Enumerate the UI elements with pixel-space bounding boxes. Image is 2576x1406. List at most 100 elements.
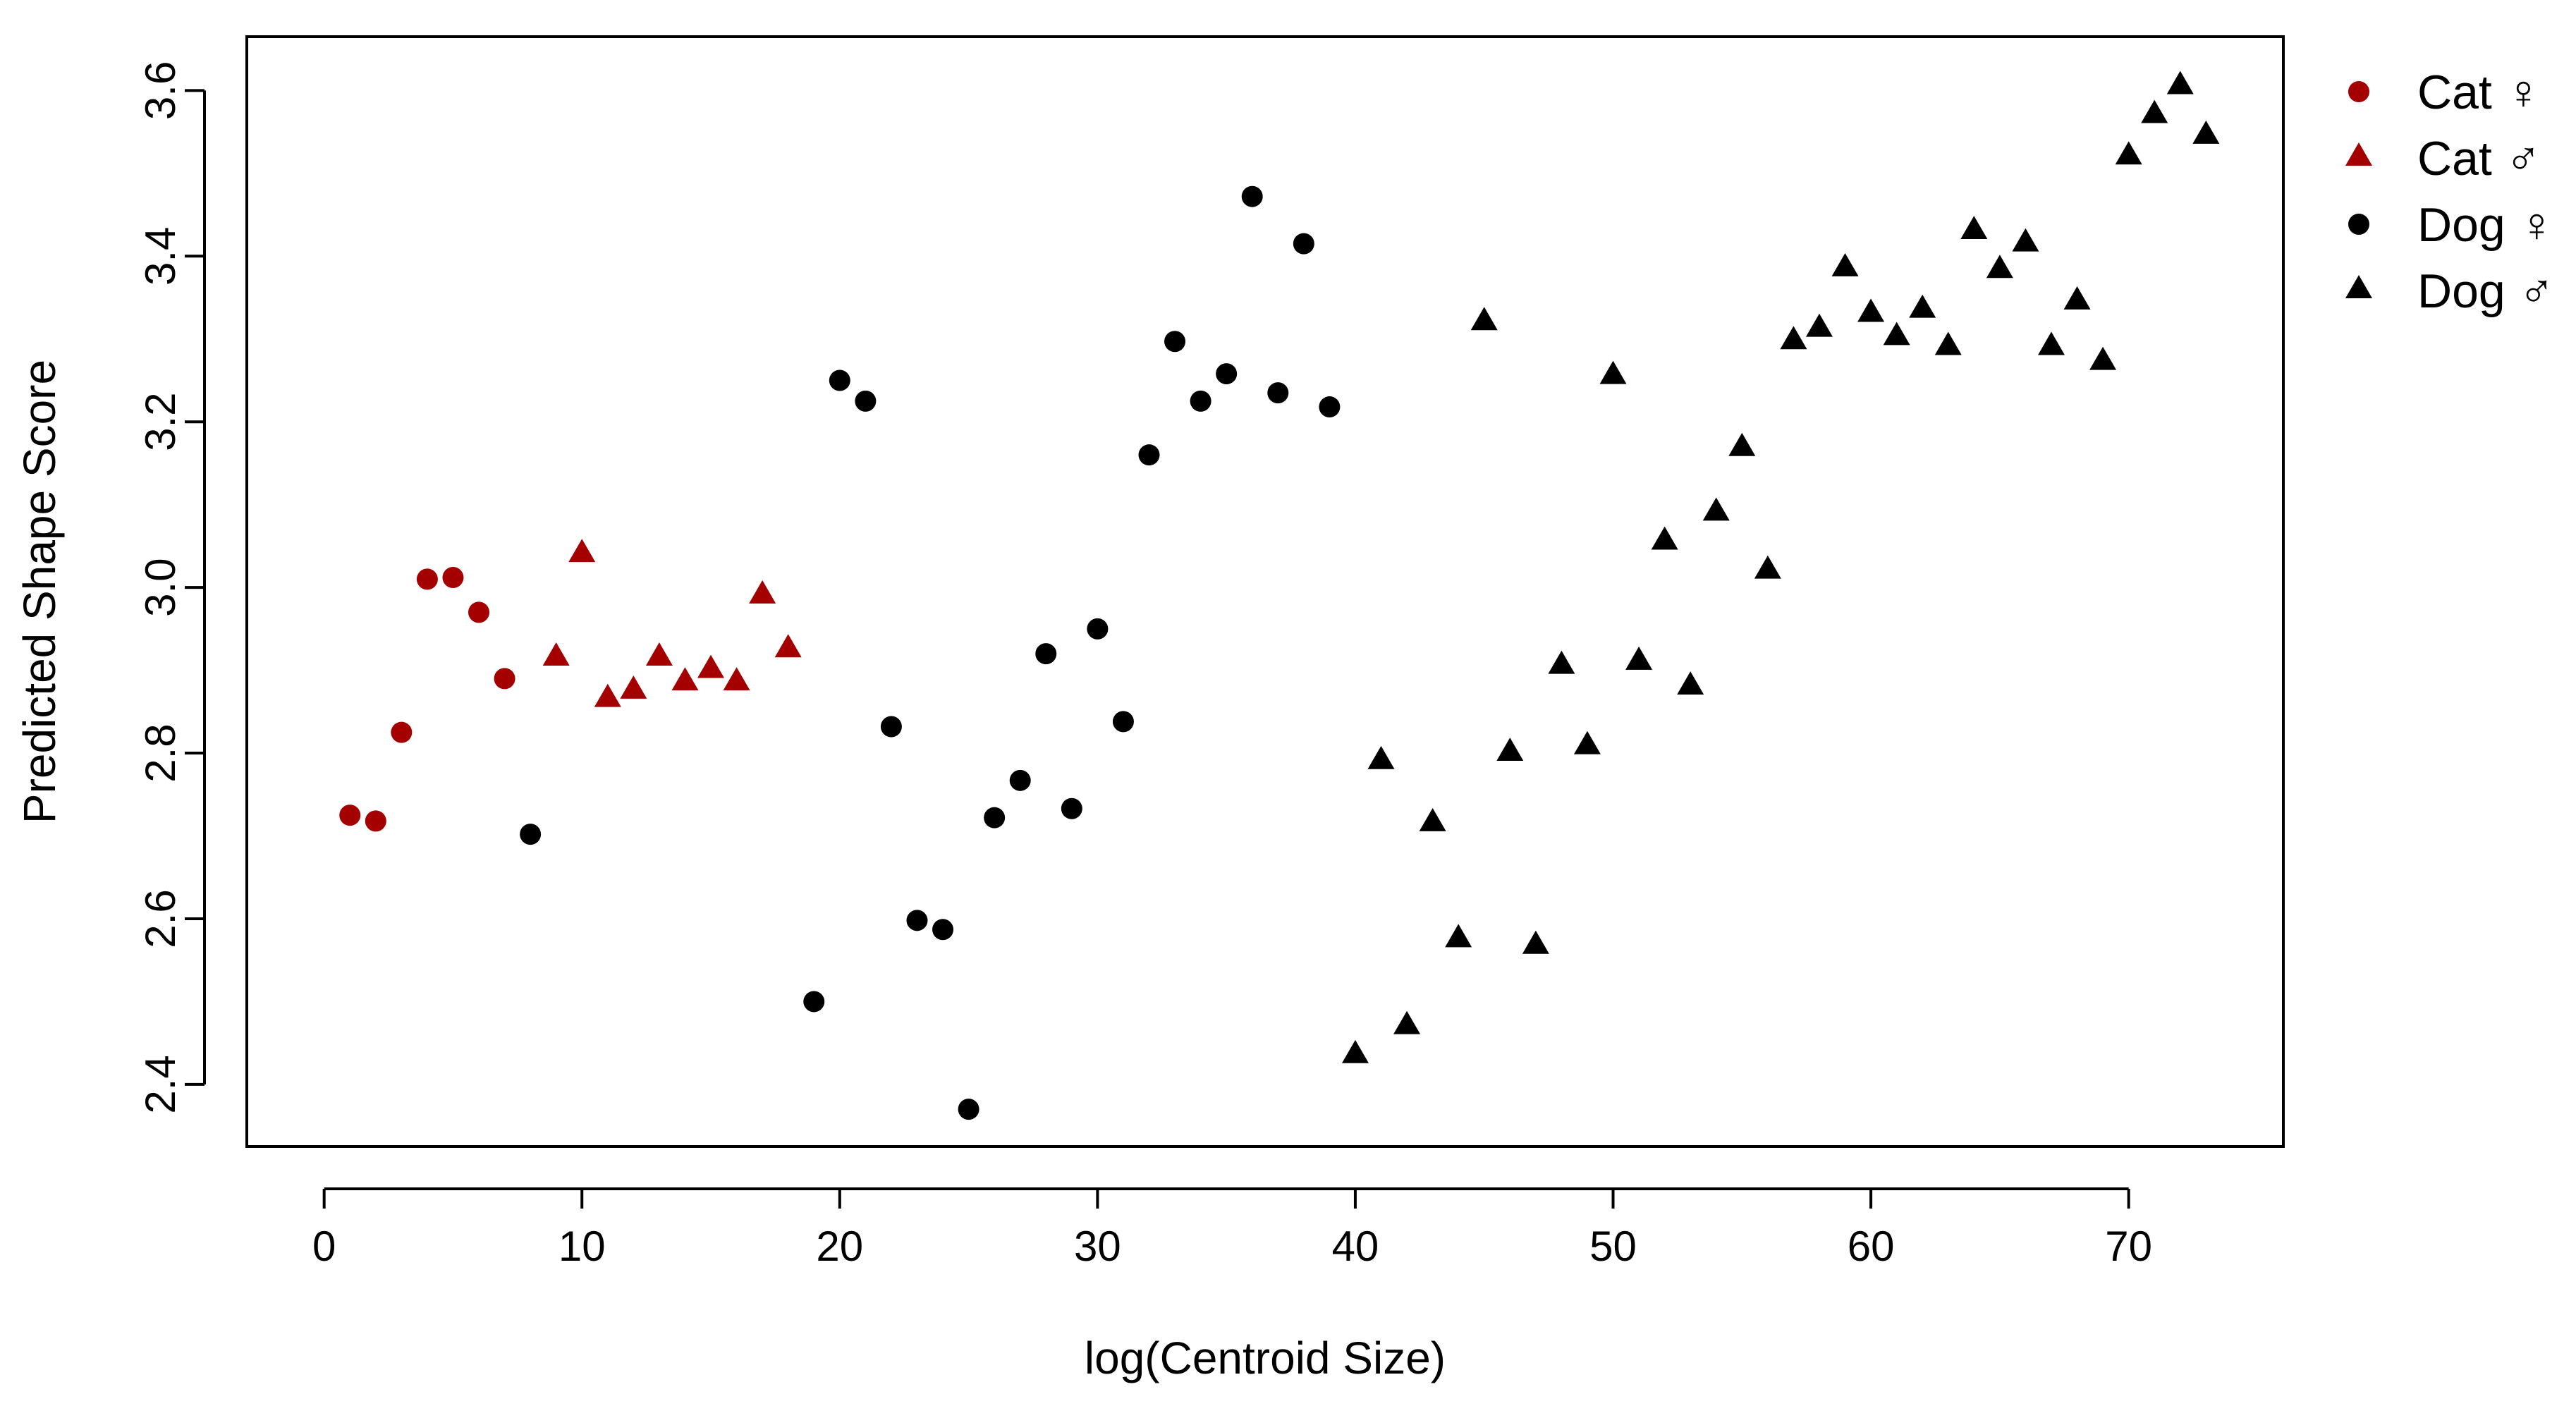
circle-point-series-2: [1112, 711, 1134, 733]
triangle-point-series-3: [1419, 807, 1446, 831]
triangle-point-series-1: [542, 642, 570, 666]
x-tick-label: 50: [1589, 1223, 1637, 1270]
y-tick-label: 3.0: [137, 558, 184, 616]
triangle-point-series-1: [723, 667, 750, 691]
y-tick-label: 2.8: [137, 723, 184, 782]
circle-point-series-2: [1138, 444, 1160, 466]
triangle-point-series-3: [1445, 924, 1472, 948]
circle-point-series-2: [1087, 618, 1109, 640]
triangle-point-series-1: [774, 634, 802, 658]
legend-label: Dog ♀: [2417, 198, 2555, 252]
y-axis: 2.4 2.6 2.8 3.0 3.2 3.4 3.6: [137, 61, 206, 1114]
triangle-point-series-3: [2141, 99, 2168, 123]
circle-point-series-2: [1293, 233, 1314, 255]
circle-point-series-2: [1035, 643, 1057, 665]
circle-point-series-2: [520, 824, 542, 845]
triangle-point-series-3: [1367, 745, 1395, 769]
circle-point-series-2: [1164, 331, 1186, 353]
circle-point-series-2: [1009, 769, 1031, 791]
triangle-point-series-3: [1651, 526, 1678, 550]
triangle-point-series-3: [1522, 930, 1549, 954]
x-tick-label: 0: [312, 1223, 336, 1270]
circle-point-series-0: [391, 721, 413, 743]
triangle-point-series-3: [1470, 307, 1498, 331]
triangle-point-series-3: [1728, 432, 1756, 456]
triangle-point-series-3: [1780, 326, 1807, 350]
circle-point-series-2: [1061, 797, 1082, 819]
legend-label: Cat ♂: [2417, 132, 2541, 185]
legend-label: Dog ♂: [2417, 264, 2555, 318]
legend-marker: [2348, 81, 2369, 102]
x-tick-label: 40: [1332, 1223, 1379, 1270]
triangle-point-series-3: [2063, 286, 2091, 310]
circle-point-series-2: [932, 919, 954, 941]
triangle-point-series-3: [2192, 121, 2220, 144]
circle-point-series-2: [803, 991, 825, 1013]
triangle-point-series-1: [568, 539, 596, 563]
circle-point-series-2: [906, 910, 928, 931]
x-tick-label: 30: [1074, 1223, 1121, 1270]
circle-point-series-0: [494, 668, 515, 690]
triangle-point-series-3: [1573, 730, 1601, 754]
triangle-point-series-3: [2089, 346, 2117, 370]
circle-point-series-2: [855, 390, 877, 412]
triangle-point-series-1: [645, 642, 673, 666]
circle-point-series-2: [880, 716, 902, 738]
triangle-point-series-3: [1857, 298, 1885, 322]
circle-point-series-0: [365, 810, 386, 832]
y-tick-label: 3.2: [137, 392, 184, 451]
x-tick-label: 70: [2105, 1223, 2152, 1270]
circle-point-series-2: [1319, 396, 1341, 418]
triangle-point-series-3: [1934, 331, 1962, 355]
triangle-point-series-3: [1805, 313, 1833, 337]
x-tick-label: 10: [558, 1223, 606, 1270]
triangle-point-series-1: [620, 676, 647, 699]
triangle-point-series-1: [671, 667, 699, 691]
y-tick-label: 2.4: [137, 1055, 184, 1113]
triangle-point-series-3: [1677, 671, 1704, 695]
y-tick-label: 3.6: [137, 61, 184, 120]
x-axis: 0 10 20 30 40 50 60 70: [312, 1187, 2152, 1270]
triangle-point-series-3: [1702, 497, 1730, 521]
triangle-point-series-3: [1754, 555, 1781, 579]
circle-point-series-0: [416, 568, 438, 590]
y-tick-label: 3.4: [137, 227, 184, 286]
triangle-point-series-3: [2037, 331, 2065, 355]
circle-point-series-2: [958, 1099, 979, 1120]
circle-point-series-2: [829, 369, 850, 391]
triangle-point-series-1: [697, 654, 725, 678]
circle-point-series-2: [1241, 185, 1263, 207]
y-axis-label: Predicted Shape Score: [14, 360, 65, 824]
legend-label: Cat ♀: [2417, 66, 2541, 119]
triangle-point-series-3: [2166, 71, 2194, 94]
triangle-point-series-3: [1909, 294, 1936, 318]
legend-marker: [2345, 275, 2372, 298]
circle-point-series-0: [442, 567, 464, 589]
triangle-point-series-3: [1960, 216, 1988, 240]
triangle-point-series-3: [1883, 322, 1910, 346]
circle-point-series-2: [1267, 382, 1289, 404]
legend: Cat ♀ Cat ♂ Dog ♀ Dog ♂: [2345, 66, 2555, 318]
triangle-point-series-3: [1599, 360, 1627, 384]
triangle-point-series-3: [1496, 738, 1524, 762]
data-points: [339, 71, 2220, 1120]
triangle-point-series-1: [749, 580, 776, 604]
x-axis-label: log(Centroid Size): [1085, 1333, 1446, 1383]
triangle-point-series-3: [2115, 141, 2142, 165]
triangle-point-series-3: [1831, 252, 1859, 276]
legend-marker: [2345, 142, 2372, 166]
x-tick-label: 20: [816, 1223, 863, 1270]
y-tick-label: 2.6: [137, 889, 184, 948]
circle-point-series-2: [984, 807, 1006, 829]
triangle-point-series-3: [1341, 1039, 1369, 1063]
circle-point-series-0: [339, 805, 361, 826]
triangle-point-series-3: [1548, 650, 1575, 674]
triangle-point-series-3: [1625, 646, 1653, 670]
circle-point-series-0: [468, 601, 490, 623]
plot-area-frame: [245, 35, 2285, 1148]
triangle-point-series-3: [2012, 228, 2039, 252]
triangle-point-series-3: [1393, 1010, 1421, 1034]
circle-point-series-2: [1216, 363, 1238, 385]
